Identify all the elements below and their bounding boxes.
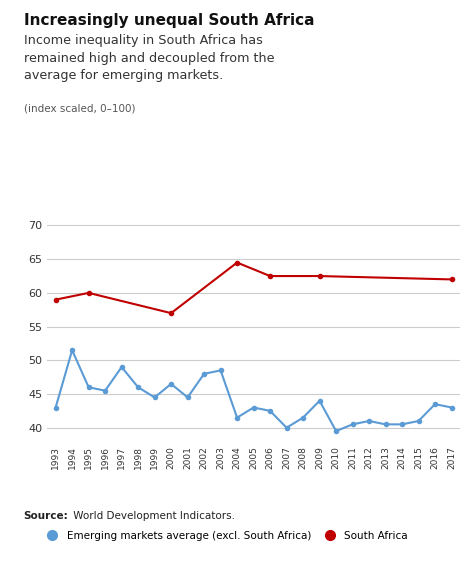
Text: Source:: Source: — [24, 511, 68, 521]
Text: Increasingly unequal South Africa: Increasingly unequal South Africa — [24, 13, 314, 28]
Text: Income inequality in South Africa has
remained high and decoupled from the
avera: Income inequality in South Africa has re… — [24, 34, 274, 83]
Text: INTERNATIONAL MONETARY FUND: INTERNATIONAL MONETARY FUND — [110, 544, 364, 556]
Text: World Development Indicators.: World Development Indicators. — [70, 511, 235, 521]
Legend: Emerging markets average (excl. South Africa), South Africa: Emerging markets average (excl. South Af… — [37, 527, 412, 545]
Text: (index scaled, 0–100): (index scaled, 0–100) — [24, 103, 135, 113]
